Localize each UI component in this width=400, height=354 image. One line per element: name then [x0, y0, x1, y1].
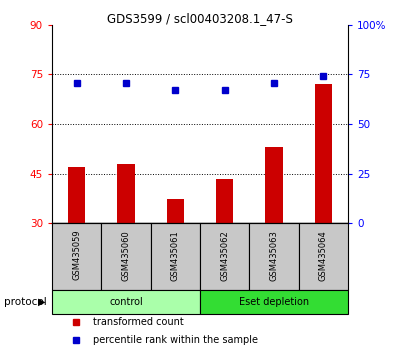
- Text: transformed count: transformed count: [94, 317, 184, 327]
- Bar: [151, 223, 200, 290]
- Title: GDS3599 / scl00403208.1_47-S: GDS3599 / scl00403208.1_47-S: [107, 12, 293, 25]
- Bar: [52, 223, 101, 290]
- Bar: [167, 199, 184, 223]
- Text: GSM435063: GSM435063: [270, 230, 278, 281]
- Bar: [117, 164, 135, 223]
- Bar: [315, 84, 332, 223]
- Text: GSM435064: GSM435064: [319, 230, 328, 280]
- Text: control: control: [109, 297, 143, 307]
- Bar: [200, 290, 348, 314]
- Text: GSM435062: GSM435062: [220, 230, 229, 280]
- Bar: [249, 223, 299, 290]
- Bar: [299, 223, 348, 290]
- Bar: [101, 223, 151, 290]
- Text: percentile rank within the sample: percentile rank within the sample: [94, 335, 258, 345]
- Bar: [216, 179, 233, 223]
- Text: ▶: ▶: [38, 297, 46, 307]
- Bar: [265, 147, 283, 223]
- Text: GSM435061: GSM435061: [171, 230, 180, 280]
- Bar: [52, 290, 200, 314]
- Text: GSM435060: GSM435060: [122, 230, 130, 280]
- Bar: [200, 223, 249, 290]
- Text: protocol: protocol: [4, 297, 47, 307]
- Bar: [68, 167, 85, 223]
- Text: GSM435059: GSM435059: [72, 230, 81, 280]
- Text: Eset depletion: Eset depletion: [239, 297, 309, 307]
